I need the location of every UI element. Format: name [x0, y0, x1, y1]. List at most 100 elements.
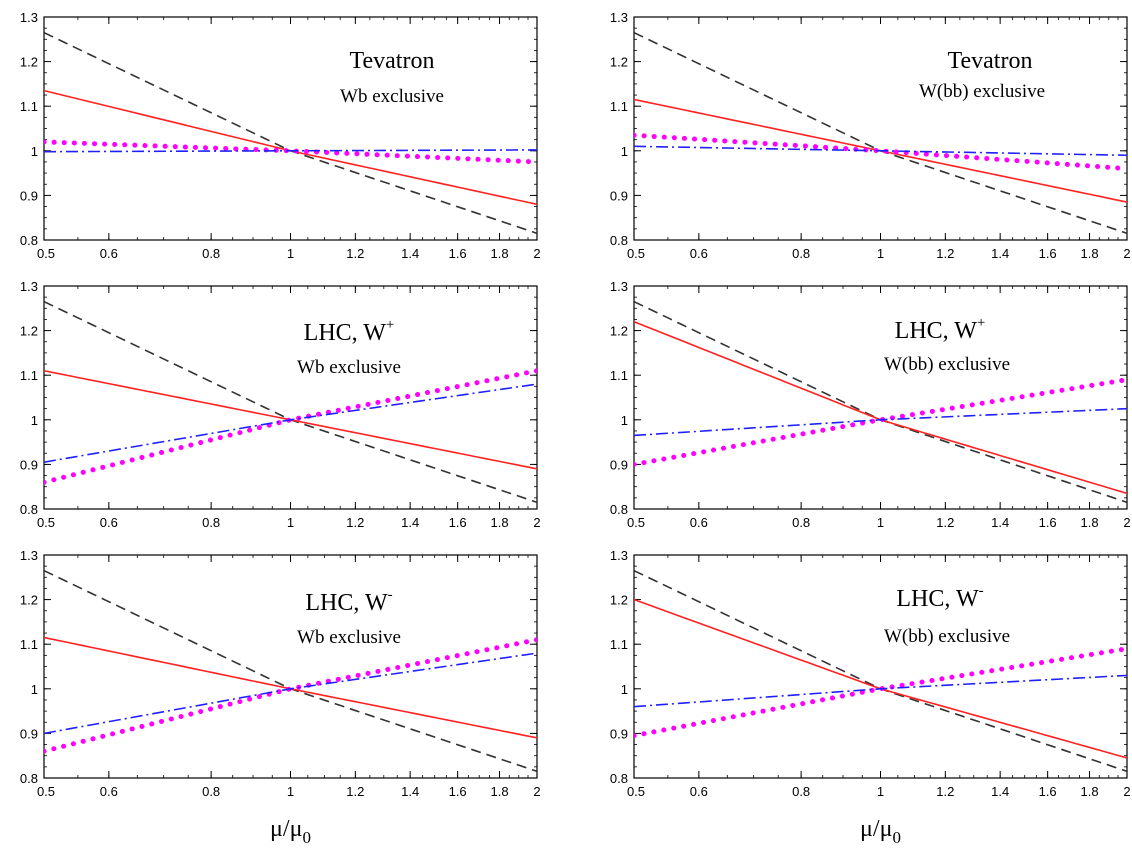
series-line-dashdot [634, 674, 1127, 708]
y-tick-label: 1.3 [20, 10, 38, 25]
y-tick-label: 0.8 [20, 502, 38, 517]
x-tick-label: 2 [1123, 515, 1130, 530]
panel-subtitle: Wb exclusive [340, 86, 444, 107]
x-tick-label: 1.6 [449, 784, 467, 799]
chart-panel-4: 0.8 0.9 1 1.1 1.2 1.3 0.5 0.6 0.8 1 1.2 1.4 1.6 1.8 2 L… [610, 279, 1131, 530]
y-tick-label: 1.3 [20, 548, 38, 563]
x-tick-label: 0.5 [627, 784, 645, 799]
x-tick-label: 1 [877, 515, 884, 530]
chart-panel-6: 0.8 0.9 1 1.1 1.2 1.3 0.5 0.6 0.8 1 1.2 1.4 1.6 1.8 2 L… [610, 548, 1131, 847]
x-tick-label: 1.8 [1080, 246, 1098, 261]
x-tick-label: 0.6 [690, 784, 708, 799]
x-tick-label: 0.5 [37, 246, 55, 261]
y-tick-label: 1.1 [610, 637, 628, 652]
x-tick-label: 1.4 [401, 784, 419, 799]
series-line-dotted [634, 132, 1127, 172]
series-line-dashdot [634, 145, 1127, 157]
plot-frame [633, 16, 1128, 241]
series-line-dotted [634, 377, 1127, 467]
x-tick-label: 1.2 [936, 784, 954, 799]
x-tick-label: 1 [877, 784, 884, 799]
x-tick-label: 1.8 [1080, 515, 1098, 530]
x-tick-label: 0.6 [690, 515, 708, 530]
y-tick-label: 1.2 [20, 55, 38, 70]
y-tick-label: 1.2 [20, 593, 38, 608]
panel-subtitle: Wb exclusive [297, 357, 401, 378]
x-tick-label: 0.8 [202, 515, 220, 530]
series-line-dashdot [44, 383, 537, 463]
y-tick-label: 1 [31, 413, 38, 428]
y-tick-label: 1.3 [20, 279, 38, 294]
y-tick-label: 1.1 [610, 368, 628, 383]
y-tick-label: 1.1 [20, 99, 38, 114]
series-line-dotted [44, 139, 537, 165]
plot-frame [633, 285, 1128, 510]
x-tick-label: 1.4 [991, 784, 1009, 799]
panel-title: Tevatron [350, 48, 435, 74]
panel-subtitle: Wb exclusive [297, 627, 401, 648]
y-tick-label: 1 [621, 413, 628, 428]
x-tick-label: 1.6 [449, 515, 467, 530]
x-tick-label: 1.8 [490, 515, 508, 530]
panel-title: LHC, W- [305, 587, 392, 616]
x-tick-label: 1.2 [346, 246, 364, 261]
series-line-dotted [44, 368, 537, 485]
x-tick-label: 2 [1123, 784, 1130, 799]
x-tick-label: 2 [1123, 246, 1130, 261]
y-tick-label: 1.2 [610, 324, 628, 339]
y-tick-label: 1.2 [610, 593, 628, 608]
series-line-dashed [634, 31, 1127, 235]
y-tick-label: 0.9 [20, 726, 38, 741]
series-line-dashdot [44, 652, 537, 735]
y-tick-label: 0.8 [20, 771, 38, 786]
panel-subtitle: W(bb) exclusive [884, 626, 1010, 647]
panel-title: Tevatron [948, 48, 1033, 74]
title-superscript: + [977, 315, 985, 331]
chart-panel-3: 0.8 0.9 1 1.1 1.2 1.3 0.5 0.6 0.8 1 1.2 1.4 1.6 1.8 2 L… [20, 279, 541, 530]
series-line-solid [44, 89, 537, 206]
x-tick-label: 2 [533, 784, 540, 799]
y-tick-label: 1.2 [610, 55, 628, 70]
series-line-dashdot [44, 149, 537, 153]
series-line-solid [634, 320, 1127, 495]
x-tick-label: 2 [533, 515, 540, 530]
series-line-dashed [634, 300, 1127, 504]
plot-frame [43, 285, 538, 510]
y-tick-label: 1.1 [20, 637, 38, 652]
x-tick-label: 0.8 [202, 246, 220, 261]
y-tick-label: 0.9 [610, 726, 628, 741]
series-line-dashed [44, 31, 537, 235]
y-tick-label: 0.9 [20, 188, 38, 203]
x-tick-label: 1.6 [1039, 246, 1057, 261]
plot-frame [43, 554, 538, 779]
y-tick-label: 1 [621, 144, 628, 159]
title-superscript: - [388, 587, 393, 603]
x-tick-label: 0.8 [792, 784, 810, 799]
y-tick-label: 1 [31, 682, 38, 697]
x-tick-label: 1.8 [490, 784, 508, 799]
x-tick-label: 0.8 [202, 784, 220, 799]
y-tick-label: 0.9 [20, 457, 38, 472]
y-tick-label: 0.8 [610, 233, 628, 248]
series-line-dashed [44, 300, 537, 504]
x-tick-label: 1 [287, 246, 294, 261]
x-tick-label: 1 [877, 246, 884, 261]
x-tick-label: 0.5 [627, 515, 645, 530]
panel-subtitle: W(bb) exclusive [919, 81, 1045, 102]
x-tick-label: 1.4 [991, 515, 1009, 530]
x-tick-label: 1.2 [936, 246, 954, 261]
y-tick-label: 0.8 [610, 502, 628, 517]
y-tick-label: 1 [31, 144, 38, 159]
x-axis-label: μ/μ0 [270, 816, 311, 847]
y-tick-label: 1.3 [610, 279, 628, 294]
x-tick-label: 1.6 [1039, 515, 1057, 530]
x-tick-label: 1.6 [1039, 784, 1057, 799]
chart-panel-2: 0.8 0.9 1 1.1 1.2 1.3 0.5 0.6 0.8 1 1.2 1.4 1.6 1.8 2 T… [610, 10, 1131, 261]
x-tick-label: 1.6 [449, 246, 467, 261]
x-tick-label: 0.6 [100, 515, 118, 530]
chart-panel-1: 0.8 0.9 1 1.1 1.2 1.3 0.5 0.6 0.8 1 1.2 1.4 1.6 1.8 2 T… [20, 10, 541, 261]
x-tick-label: 0.8 [792, 515, 810, 530]
y-tick-label: 1.2 [20, 324, 38, 339]
title-superscript: - [979, 583, 984, 599]
x-tick-label: 2 [533, 246, 540, 261]
